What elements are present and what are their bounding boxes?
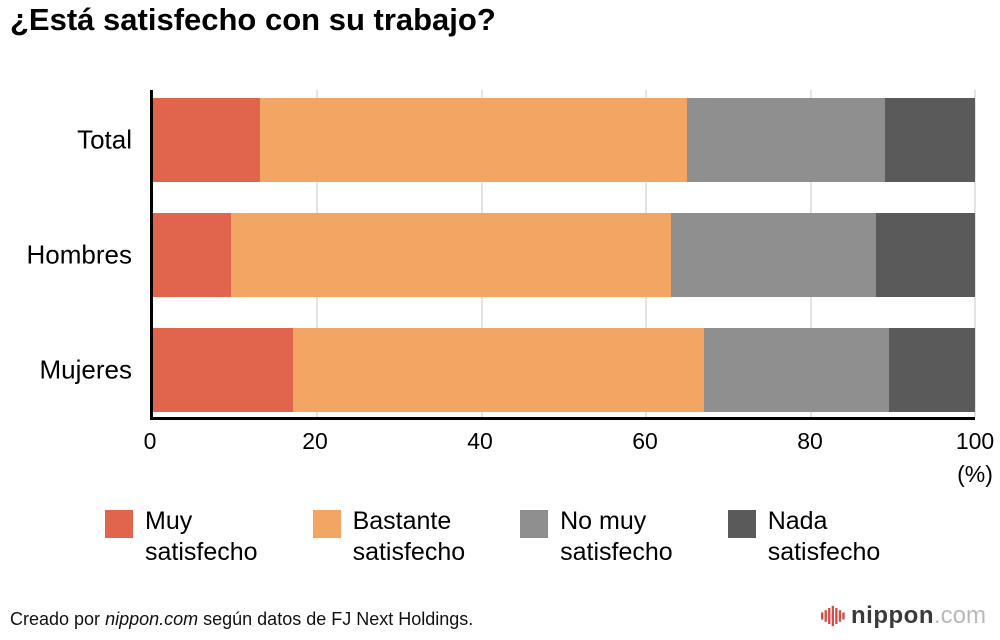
footer-credit: Creado por nippon.com según datos de FJ … [10,609,473,630]
bar-segment [670,213,877,297]
legend-swatch [105,510,133,538]
credit-source: nippon.com [105,609,199,629]
category-label: Total [77,124,132,155]
bar-segment [687,98,885,182]
bar-segment [231,213,671,297]
chart: Total Hombres Mujeres (%) 0 20 40 60 80 100 [0,90,1000,487]
legend-swatch [520,510,549,538]
x-tick-label: 20 [302,428,328,454]
x-tick-label: 40 [467,428,493,454]
bar-segment [884,98,975,182]
plot-area [150,90,976,420]
x-tick-label: 0 [143,428,157,454]
logo-tld: .com [933,602,986,629]
bar-row [153,98,975,182]
legend-label: Muy satisfecho [145,507,258,566]
legend-label: Bastante satisfecho [352,507,466,566]
credit-prefix: Creado por [10,609,106,629]
bar-segment [153,213,232,297]
logo-text: nippon [851,602,934,629]
logo-wave-icon [821,605,845,627]
nippon-logo: nippon .com [821,602,986,630]
legend-item: Muy satisfecho [105,506,258,567]
legend-label: Nada satisfecho [767,507,881,566]
bar-row [153,328,975,412]
legend-item: Bastante satisfecho [312,506,466,567]
x-tick-label: 60 [632,428,658,454]
page-title: ¿Está satisfecho con su trabajo? [10,2,496,37]
category-labels: Total Hombres Mujeres [0,90,150,420]
gridline [974,90,976,417]
bar-segment [292,328,704,412]
x-tick-label: 100 [955,428,995,454]
legend: Muy satisfecho Bastante satisfecho No muy sat… [105,506,880,567]
bar-segment [888,328,975,412]
bar-segment [153,328,293,412]
bar-segment [876,213,975,297]
x-tick-label: 80 [797,428,823,454]
bar-segment [703,328,889,412]
legend-label: No muy satisfecho [560,507,673,566]
bar-segment [259,98,688,182]
legend-item: Nada satisfecho [727,506,881,567]
legend-swatch [312,510,341,538]
percent-unit-label: (%) [957,461,993,487]
category-label: Hombres [26,239,132,270]
legend-item: No muy satisfecho [520,506,673,567]
bar-row [153,213,975,297]
category-label: Mujeres [39,354,132,385]
legend-swatch [727,510,756,538]
x-axis-ticks: (%) 0 20 40 60 80 100 [144,428,995,498]
credit-suffix: según datos de FJ Next Holdings. [198,609,474,629]
bar-segment [153,98,260,182]
